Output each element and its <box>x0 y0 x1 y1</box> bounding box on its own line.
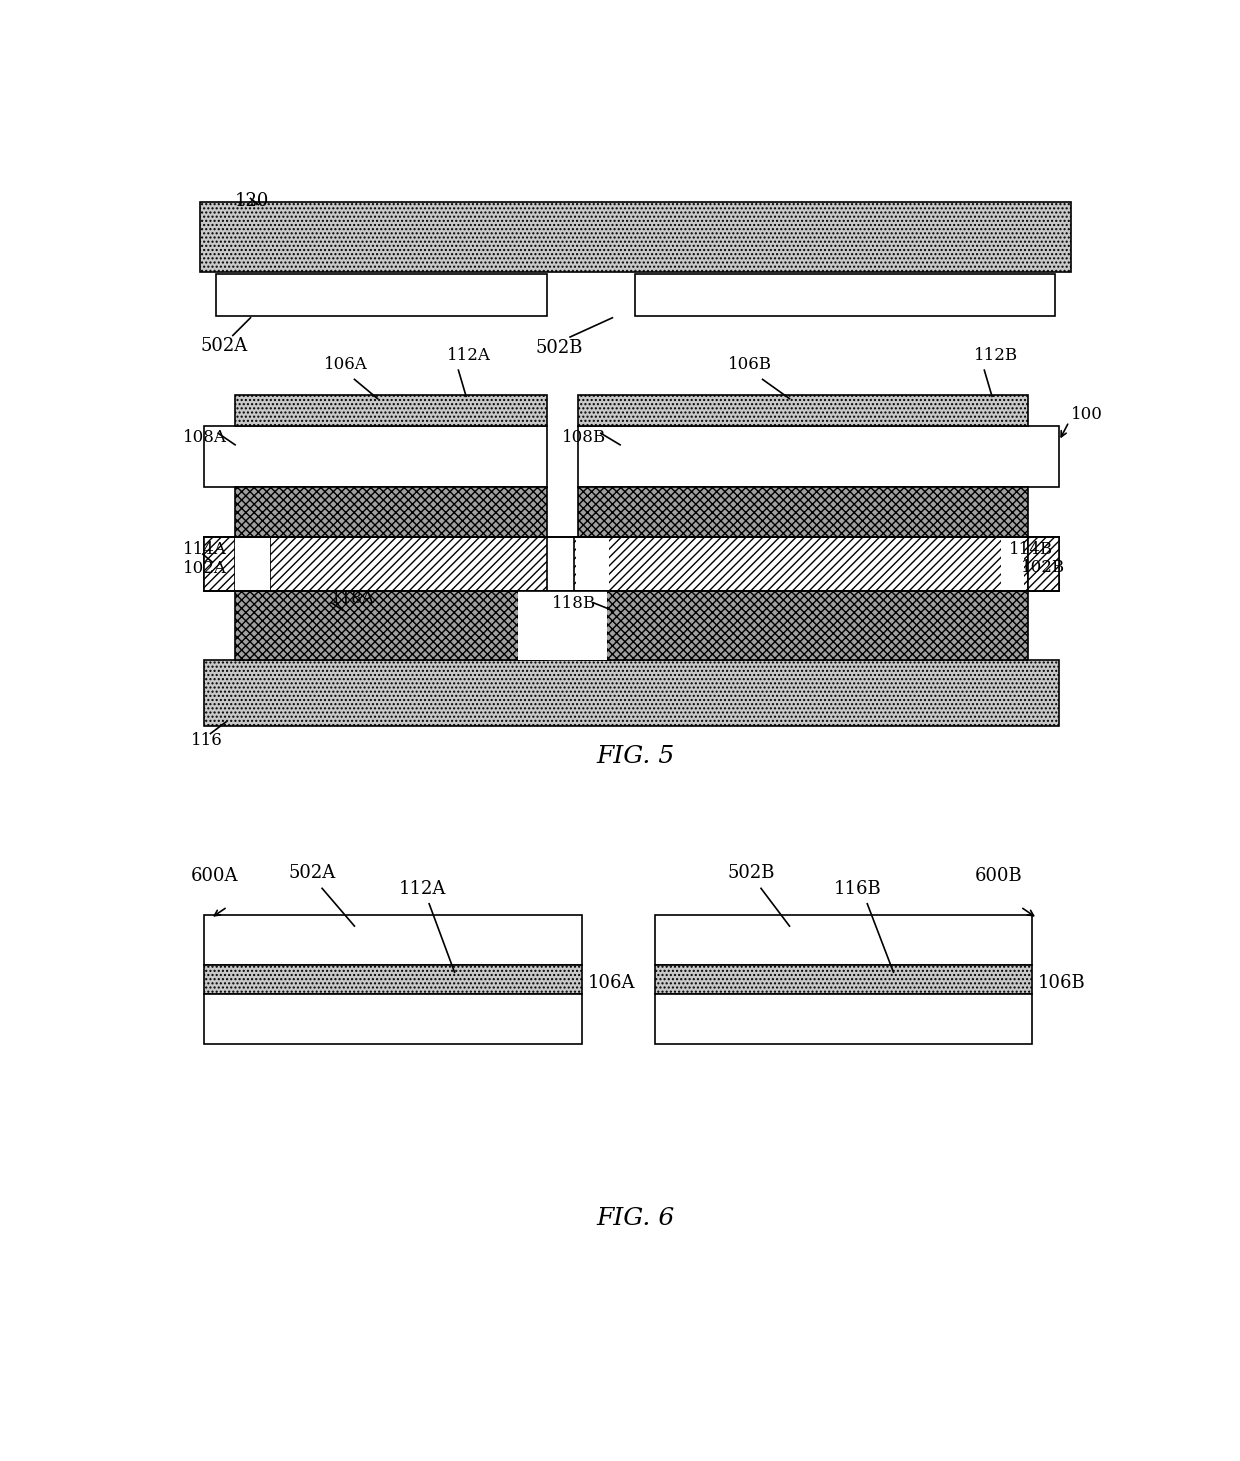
Bar <box>605 538 1028 592</box>
Bar <box>205 915 582 964</box>
Text: 114B: 114B <box>1009 541 1053 558</box>
Bar <box>517 592 608 660</box>
Text: 106B: 106B <box>728 356 771 373</box>
Text: 502B: 502B <box>728 863 775 882</box>
Bar <box>578 592 1028 660</box>
Bar <box>205 538 236 592</box>
Bar <box>236 592 547 660</box>
Text: 112A: 112A <box>398 880 445 897</box>
Text: FIG. 5: FIG. 5 <box>596 745 675 768</box>
Bar <box>270 538 547 592</box>
Text: 600B: 600B <box>975 868 1022 885</box>
Bar <box>205 425 547 487</box>
Bar <box>578 487 1028 538</box>
Text: 502A: 502A <box>289 863 336 882</box>
Bar <box>201 202 1070 272</box>
Text: 106A: 106A <box>324 356 367 373</box>
Text: 102B: 102B <box>1021 558 1065 576</box>
Text: 100: 100 <box>1070 406 1102 422</box>
Text: 106B: 106B <box>1038 974 1086 992</box>
Text: 108A: 108A <box>182 430 227 447</box>
Bar <box>236 487 547 538</box>
Text: 112B: 112B <box>975 346 1018 364</box>
Text: 108B: 108B <box>563 430 606 447</box>
Bar <box>574 538 578 592</box>
Text: 102A: 102A <box>182 561 227 577</box>
Text: 112A: 112A <box>446 346 491 364</box>
Bar <box>205 964 582 993</box>
Text: 120: 120 <box>236 193 269 210</box>
Bar <box>205 993 582 1043</box>
Bar <box>655 964 1032 993</box>
Text: 118B: 118B <box>552 595 596 612</box>
Text: FIG. 6: FIG. 6 <box>596 1207 675 1230</box>
Bar <box>655 993 1032 1043</box>
Text: 114A: 114A <box>182 541 227 558</box>
Text: 118A: 118A <box>331 590 376 608</box>
Text: 502A: 502A <box>201 337 248 355</box>
Text: 106A: 106A <box>588 974 635 992</box>
Text: 116B: 116B <box>835 880 882 897</box>
Bar <box>1001 538 1024 590</box>
Text: 502B: 502B <box>536 339 583 358</box>
Bar <box>216 273 547 316</box>
Bar <box>655 915 1032 964</box>
Bar <box>205 660 1059 726</box>
Bar <box>578 394 1028 425</box>
Bar <box>236 538 270 590</box>
Text: 116: 116 <box>191 732 222 749</box>
Text: 600A: 600A <box>191 868 238 885</box>
Bar <box>635 273 1055 316</box>
Bar <box>578 425 1059 487</box>
Bar <box>236 394 547 425</box>
Bar <box>577 538 609 590</box>
Bar <box>1028 538 1059 592</box>
Bar <box>205 538 1059 592</box>
